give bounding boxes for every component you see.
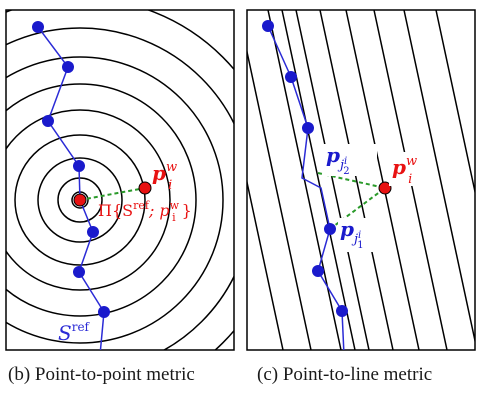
reference-point — [98, 306, 110, 318]
reference-point — [324, 223, 336, 235]
upper-label-backdrop — [323, 144, 377, 176]
reference-point — [336, 305, 348, 317]
contour-circle — [37, 157, 123, 243]
distance-lines — [247, 10, 475, 350]
reference-point — [62, 61, 74, 73]
projection-label: Π{Sref; pw i} — [98, 199, 192, 224]
figure: pw i Π{Sref; pw i} Sref — [5, 9, 476, 351]
contour-line — [435, 10, 475, 196]
reference-point — [32, 21, 44, 33]
contour-circle — [6, 109, 171, 291]
caption-point-to-line: (c) Point-to-line metric — [257, 364, 433, 385]
projected-point — [73, 193, 87, 207]
lower-label-backdrop — [338, 218, 378, 252]
correspondence-line — [329, 187, 386, 230]
query-point-label: pw i — [152, 160, 177, 193]
contour-line — [247, 178, 284, 350]
query-label-backdrop — [389, 152, 429, 186]
reference-polyline — [34, 21, 105, 350]
contour-circle — [14, 134, 146, 266]
panel-frame — [5, 9, 235, 351]
contour-line — [295, 10, 370, 350]
distance-contours — [6, 10, 234, 350]
reference-point — [73, 266, 85, 278]
reference-point — [285, 71, 297, 83]
reference-point — [87, 226, 99, 238]
curve-label: Sref — [58, 320, 91, 345]
reference-point — [312, 265, 324, 277]
panel-point-to-line: pji 2 pji 1 pw i — [246, 9, 476, 351]
query-point — [138, 181, 152, 195]
contour-line — [281, 10, 356, 350]
contour-line — [319, 10, 394, 350]
panel-point-to-point: pw i Π{Sref; pw i} Sref — [5, 9, 235, 351]
contour-circle — [6, 56, 224, 344]
reference-point — [262, 20, 274, 32]
reference-point — [42, 115, 54, 127]
contour-line — [403, 10, 475, 345]
panel-frame — [246, 9, 476, 351]
correspondence-line — [317, 172, 386, 189]
contour-circle — [6, 27, 234, 350]
contour-line — [247, 48, 312, 350]
contour-line — [345, 10, 420, 350]
caption-point-to-point: (b) Point-to-point metric — [8, 364, 195, 385]
reference-point — [73, 160, 85, 172]
reference-polyline — [267, 25, 345, 350]
query-point-label: pw i — [392, 154, 417, 187]
reference-point — [302, 122, 314, 134]
lower-neighbor-label: pji 1 — [340, 217, 364, 251]
query-point — [378, 181, 392, 195]
contour-circle — [6, 83, 197, 317]
upper-neighbor-label: pji 2 — [326, 143, 350, 177]
